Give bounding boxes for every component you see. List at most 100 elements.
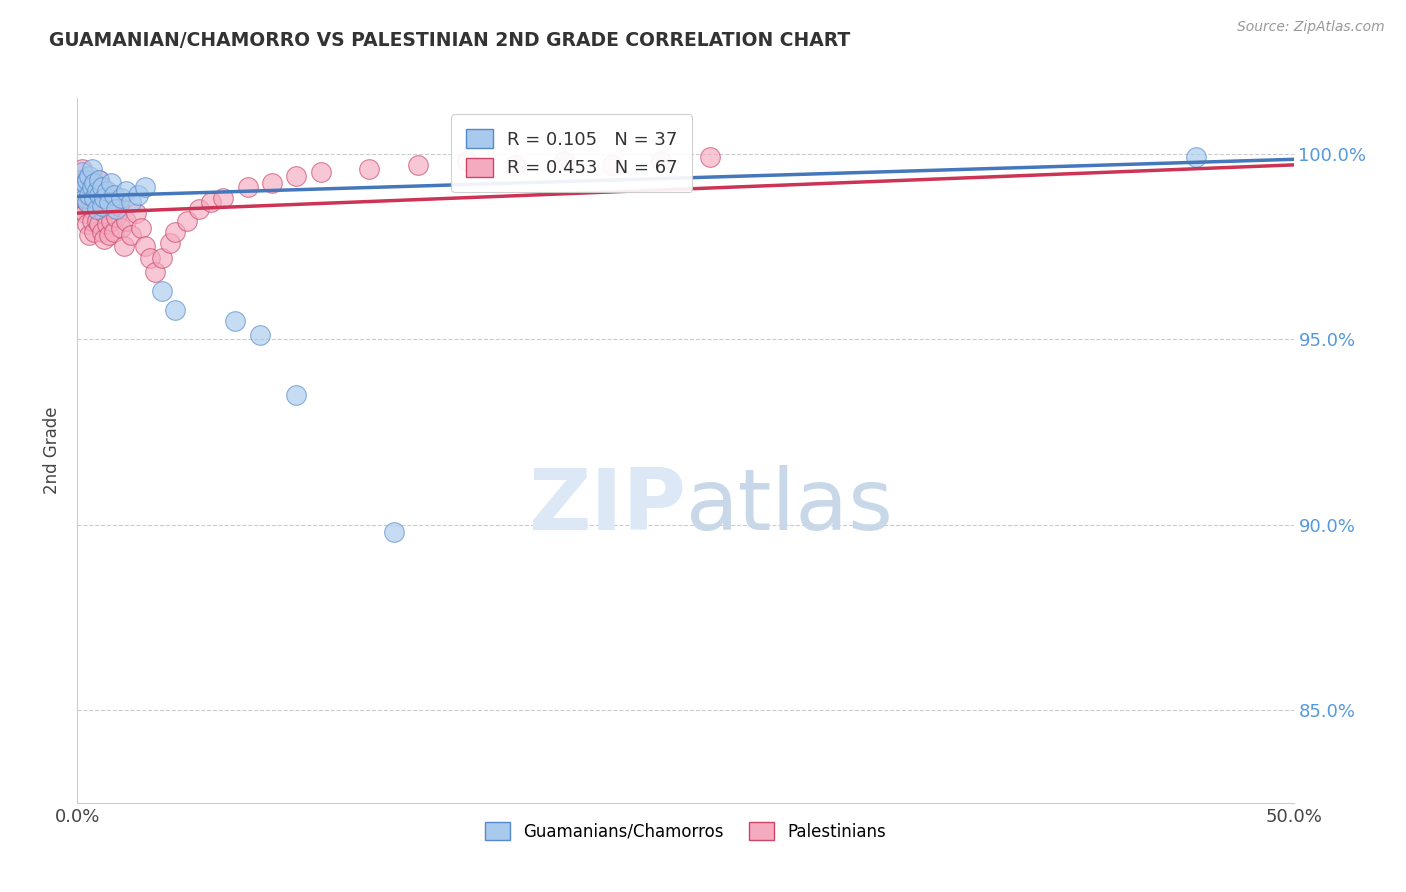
Point (93, 206, 115, 220)
Point (89, 172, 111, 186)
Point (159, 235, 181, 250)
Point (79, 172, 101, 186)
Point (86, 184, 108, 198)
Point (553, 154, 575, 169)
Point (76, 194, 98, 209)
Point (176, 213, 198, 227)
Point (100, 177, 122, 191)
Point (89, 217, 111, 231)
Point (96, 217, 118, 231)
Point (115, 184, 138, 198)
Y-axis label: 2nd Grade: 2nd Grade (44, 407, 62, 494)
Point (86, 202, 108, 217)
Point (456, 154, 478, 169)
Point (89, 191, 111, 205)
Point (100, 213, 122, 227)
Point (79, 228, 101, 243)
Point (309, 165, 332, 179)
Point (120, 194, 142, 209)
Point (73, 184, 96, 198)
Point (83, 191, 105, 205)
Legend: Guamanians/Chamorros, Palestinians: Guamanians/Chamorros, Palestinians (478, 816, 893, 847)
Point (97, 194, 120, 209)
Point (90, 199, 112, 213)
Point (89, 172, 111, 186)
Point (80, 202, 103, 217)
Point (73, 172, 96, 186)
Point (93, 232, 115, 246)
Point (103, 225, 125, 239)
Point (139, 251, 162, 265)
Point (70, 184, 93, 198)
Point (76, 217, 98, 231)
Point (73, 177, 96, 191)
Point (143, 265, 166, 279)
Point (188, 202, 211, 217)
Point (650, 154, 672, 169)
Point (90, 199, 112, 213)
Text: atlas: atlas (686, 466, 893, 549)
Point (127, 187, 149, 202)
Point (224, 313, 246, 327)
Point (69, 172, 91, 186)
Point (70, 161, 93, 176)
Point (602, 158, 624, 172)
Text: ZIP: ZIP (527, 466, 686, 549)
Point (80, 180, 103, 194)
Point (76, 177, 98, 191)
Point (96, 184, 118, 198)
Point (86, 202, 108, 217)
Point (69, 202, 91, 217)
Point (83, 177, 105, 191)
Point (200, 194, 222, 209)
Point (112, 239, 135, 253)
Point (105, 202, 128, 217)
Point (134, 239, 156, 253)
Point (79, 191, 101, 205)
Point (76, 194, 98, 209)
Point (105, 210, 128, 224)
Point (93, 191, 115, 205)
Point (152, 251, 174, 265)
Point (80, 213, 103, 227)
Point (249, 328, 271, 343)
Point (90, 180, 112, 194)
Point (86, 213, 108, 227)
Point (73, 191, 96, 205)
Point (115, 213, 138, 227)
Point (359, 161, 381, 176)
Point (260, 177, 283, 191)
Point (285, 388, 308, 402)
Point (80, 161, 103, 176)
Point (83, 194, 105, 209)
Point (80, 184, 103, 198)
Point (90, 225, 112, 239)
Point (152, 284, 174, 298)
Point (69, 177, 91, 191)
Point (163, 302, 186, 317)
Text: Source: ZipAtlas.com: Source: ZipAtlas.com (1237, 20, 1385, 34)
Point (503, 158, 526, 172)
Point (125, 206, 148, 220)
Point (86, 184, 108, 198)
Point (83, 177, 105, 191)
Point (120, 228, 142, 243)
Point (1185, 151, 1208, 165)
Point (285, 169, 308, 183)
Point (70, 165, 93, 179)
Point (129, 221, 152, 235)
Point (97, 228, 120, 243)
Point (134, 180, 156, 194)
Point (97, 202, 120, 217)
Point (103, 187, 125, 202)
Point (70, 191, 93, 205)
Text: GUAMANIAN/CHAMORRO VS PALESTINIAN 2ND GRADE CORRELATION CHART: GUAMANIAN/CHAMORRO VS PALESTINIAN 2ND GR… (49, 31, 851, 50)
Point (96, 191, 118, 205)
Point (699, 151, 721, 165)
Point (212, 191, 235, 205)
Point (79, 187, 101, 202)
Point (110, 221, 132, 235)
Point (73, 206, 96, 220)
Point (163, 225, 186, 239)
Point (90, 180, 112, 194)
